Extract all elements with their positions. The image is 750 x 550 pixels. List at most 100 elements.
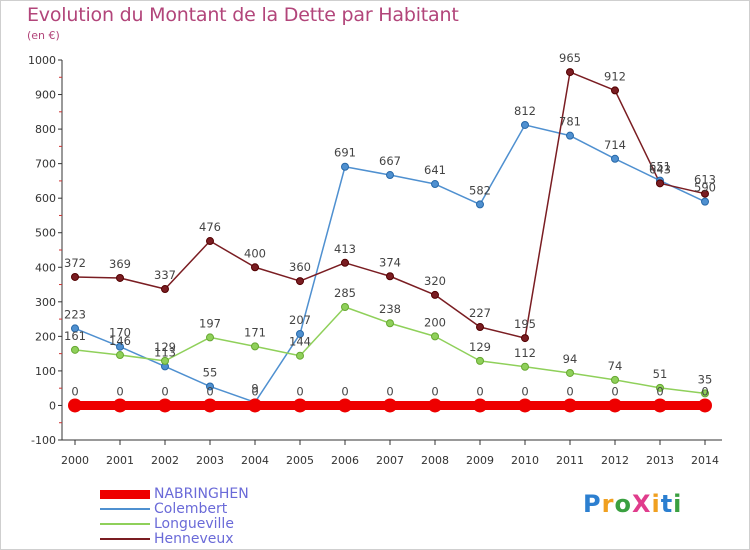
x-tick-label: 2011 <box>556 454 584 467</box>
data-label: 651 <box>649 160 671 174</box>
data-label: 912 <box>604 69 626 83</box>
data-point <box>341 162 349 171</box>
data-label: 0 <box>431 384 438 398</box>
data-point <box>116 351 124 360</box>
data-point <box>296 277 304 286</box>
data-label: 197 <box>199 316 221 330</box>
data-label: 812 <box>514 104 536 118</box>
data-point <box>71 272 79 281</box>
data-point <box>293 398 307 413</box>
chart-subtitle: (en €) <box>27 29 60 42</box>
data-point <box>386 319 394 328</box>
data-point <box>206 382 214 391</box>
data-label: 372 <box>64 256 86 270</box>
data-point <box>206 333 214 342</box>
logo-letter: i <box>673 490 683 518</box>
data-label: 714 <box>604 138 626 152</box>
series-points <box>68 68 712 413</box>
data-point <box>521 120 529 129</box>
data-point <box>566 68 574 77</box>
series-line-henneveux <box>74 71 706 339</box>
x-tick-label: 2009 <box>466 454 494 467</box>
data-label: 35 <box>698 372 713 386</box>
data-point <box>431 290 439 299</box>
data-label: 374 <box>379 255 401 269</box>
data-point <box>71 324 79 333</box>
logo-letter: r <box>601 490 615 518</box>
legend-swatch <box>100 523 150 525</box>
y-tick-label: 1000 <box>28 54 56 67</box>
data-point <box>113 398 127 413</box>
legend-swatch <box>100 538 150 540</box>
legend-label: NABRINGHEN <box>154 486 249 502</box>
data-label: 0 <box>386 384 393 398</box>
data-label: 223 <box>64 307 86 321</box>
data-point <box>68 398 82 413</box>
data-label: 337 <box>154 268 176 282</box>
data-point <box>701 189 709 198</box>
y-tick-label: 300 <box>35 296 56 309</box>
data-point <box>203 398 217 413</box>
data-point <box>251 263 259 272</box>
data-label: 965 <box>559 51 581 65</box>
axes <box>59 60 722 441</box>
y-tick-label: 400 <box>35 261 56 274</box>
data-point <box>521 334 529 343</box>
legend-item: Colembert <box>100 501 227 517</box>
data-label: 144 <box>289 335 311 349</box>
data-label: 0 <box>521 384 528 398</box>
data-label: 285 <box>334 286 356 300</box>
x-tick-label: 2002 <box>151 454 179 467</box>
data-label: 369 <box>109 257 131 271</box>
x-tick-label: 2007 <box>376 454 404 467</box>
y-tick-label: 900 <box>35 89 56 102</box>
data-point <box>341 258 349 267</box>
data-point <box>338 398 352 413</box>
data-point <box>476 200 484 209</box>
data-point <box>158 398 172 413</box>
data-point <box>518 398 532 413</box>
x-tick-label: 2006 <box>331 454 359 467</box>
data-label: 641 <box>424 163 446 177</box>
data-point <box>116 273 124 282</box>
legend-label: Henneveux <box>154 531 234 547</box>
legend-label: Colembert <box>154 501 228 517</box>
data-point <box>161 285 169 294</box>
data-point <box>656 383 664 392</box>
data-point <box>386 171 394 180</box>
y-tick-label: 700 <box>35 158 56 171</box>
data-label: 360 <box>289 260 311 274</box>
data-point <box>656 179 664 188</box>
data-label: 0 <box>656 384 663 398</box>
data-label: 51 <box>653 367 668 381</box>
data-label: 161 <box>64 329 86 343</box>
y-axis-ticks: -100 0 100 200 300 400 500 600 700 800 900 1000 <box>28 54 62 447</box>
data-point <box>476 323 484 332</box>
x-tick-label: 2010 <box>511 454 539 467</box>
data-label: 0 <box>566 384 573 398</box>
data-label: 146 <box>109 334 131 348</box>
chart-title: Evolution du Montant de la Dette par Hab… <box>27 4 459 26</box>
data-label: 691 <box>334 146 356 160</box>
x-tick-label: 2000 <box>61 454 89 467</box>
data-label: 238 <box>379 302 401 316</box>
data-point <box>701 389 709 398</box>
x-tick-label: 2001 <box>106 454 134 467</box>
logo-letter: X <box>631 490 652 518</box>
data-label: 195 <box>514 317 536 331</box>
x-tick-label: 2008 <box>421 454 449 467</box>
data-point <box>341 303 349 311</box>
logo-letter: P <box>583 490 602 518</box>
logo-letter: o <box>614 490 632 518</box>
data-labels: 0 0 0 0 0 0 0 0 0 0 0 0 0 0 0 223 170 113 55 9 207 691 667 641 5… <box>64 51 716 398</box>
data-point <box>608 398 622 413</box>
legend-swatch <box>100 508 150 510</box>
data-point <box>116 342 124 351</box>
data-label: 643 <box>649 162 671 176</box>
data-label: 170 <box>109 326 131 340</box>
data-point <box>431 180 439 189</box>
data-point <box>698 398 712 413</box>
data-label: 613 <box>694 173 716 187</box>
data-point <box>206 237 214 246</box>
